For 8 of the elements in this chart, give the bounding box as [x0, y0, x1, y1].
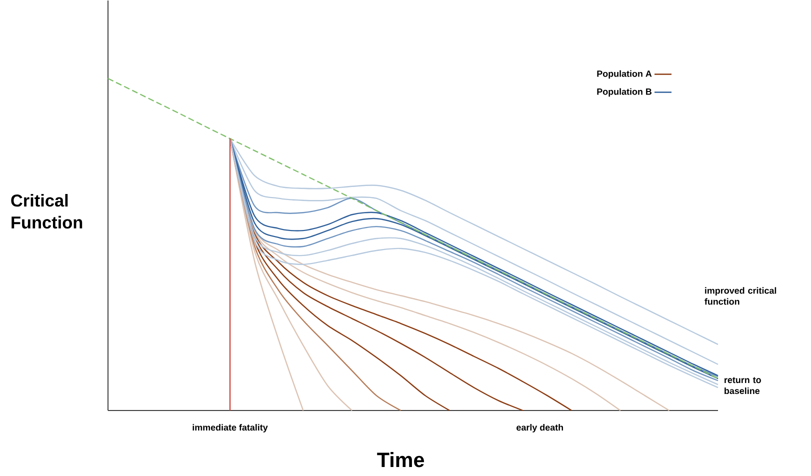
legend-label: Population B [597, 88, 652, 97]
annotation: improved critical function [704, 287, 776, 305]
text: immediate fatality [192, 424, 268, 433]
y-axis-title: Critical Function [11, 194, 82, 229]
legend-label: Population A [597, 70, 652, 79]
text: early death [516, 424, 563, 433]
text: return to baseline [724, 377, 761, 394]
x-axis-title: Time [377, 452, 424, 468]
